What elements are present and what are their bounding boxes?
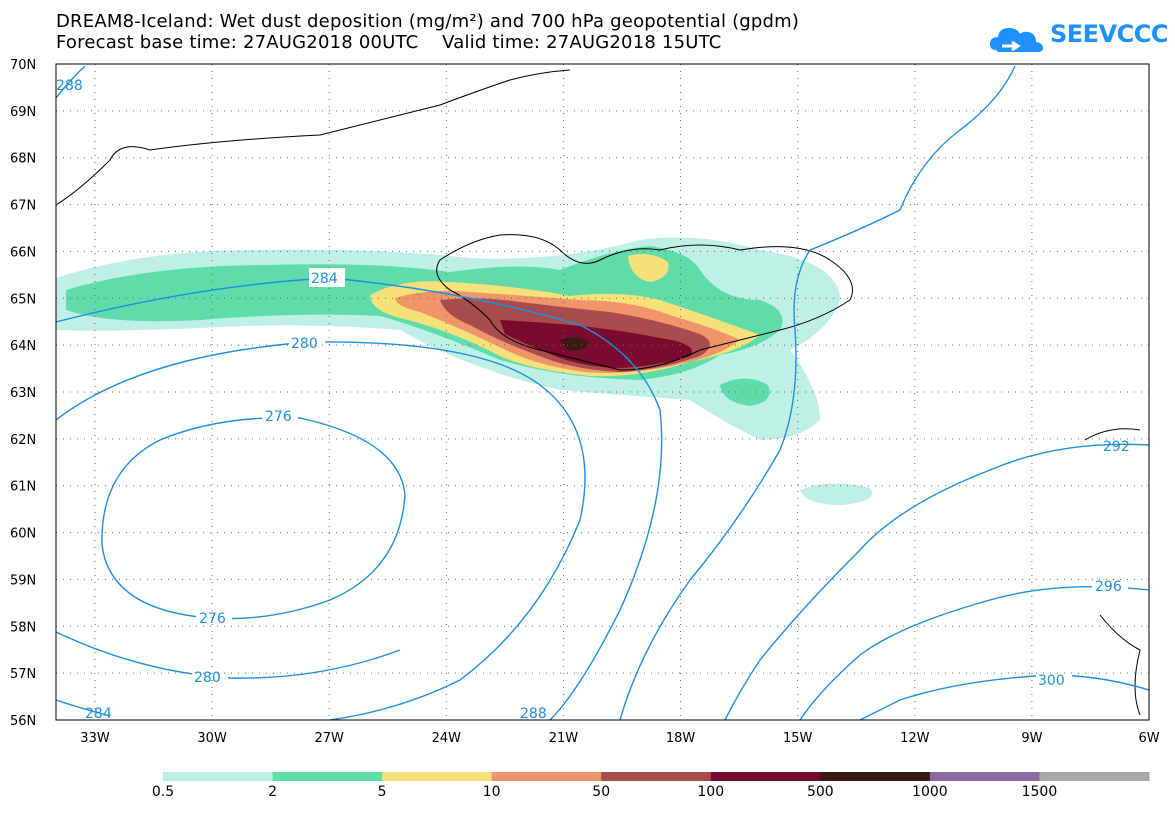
lat-label: 69N	[10, 105, 36, 120]
latitude-labels: 70N 69N 68N 67N 66N 65N 64N 63N 62N 61N 60N 59N 58N 5…	[10, 58, 36, 729]
contour-label: 300	[1038, 673, 1065, 689]
contour-label: 288	[56, 78, 83, 94]
contour-label: 280	[291, 336, 318, 352]
lon-label: 24W	[432, 731, 462, 746]
contour-284-bottom	[56, 699, 111, 717]
lat-label: 66N	[10, 245, 36, 260]
lon-label: 27W	[315, 731, 345, 746]
contour-276	[101, 416, 406, 620]
lon-label: 21W	[549, 731, 579, 746]
contour-label: 288	[520, 706, 547, 722]
contour-300	[859, 674, 1149, 720]
colorbar-swatch	[1039, 772, 1150, 781]
lat-label: 58N	[10, 620, 36, 635]
colorbar-label: 10	[482, 784, 501, 800]
dust-level-5-b	[628, 254, 669, 282]
colorbar-label: 0.5	[151, 784, 175, 800]
lat-label: 62N	[10, 433, 36, 448]
colorbar-label: 5	[377, 784, 387, 800]
coastlines	[56, 69, 1141, 716]
contour-label: 284	[311, 271, 338, 287]
logo-text: SEEVCCC	[1050, 20, 1169, 48]
dust-level-100	[500, 320, 692, 368]
contour-288-top	[56, 65, 86, 99]
contour-label: 276	[199, 611, 226, 627]
map-frame	[55, 63, 1150, 721]
lon-label: 6W	[1138, 731, 1159, 746]
contour-label: 292	[1103, 439, 1130, 455]
lat-label: 70N	[10, 58, 36, 73]
colorbar-swatch	[491, 772, 602, 781]
lon-label: 9W	[1021, 731, 1042, 746]
lat-label: 56N	[10, 714, 36, 729]
lon-label: 12W	[900, 731, 930, 746]
contour-label: 280	[194, 670, 221, 686]
gridlines	[56, 64, 1149, 720]
contour-292	[724, 443, 1149, 720]
dust-field	[56, 237, 872, 505]
contour-284	[56, 277, 663, 720]
colorbar-label: 500	[806, 784, 834, 800]
lat-label: 60N	[10, 527, 36, 542]
lat-label: 59N	[10, 573, 36, 588]
chart-title: DREAM8-Iceland: Wet dust deposition (mg/…	[56, 11, 800, 32]
contour-296	[799, 585, 1149, 720]
contour-label: 296	[1095, 579, 1122, 595]
longitude-labels: 33W 30W 27W 24W 21W 18W 15W 12W 9W 6W	[80, 731, 1159, 746]
dust-level-2-b	[720, 378, 770, 406]
colorbar-label: 50	[592, 784, 611, 800]
lon-label: 33W	[80, 731, 110, 746]
lon-label: 18W	[666, 731, 696, 746]
lat-label: 61N	[10, 480, 36, 495]
contour-label: 284	[85, 706, 112, 722]
geopotential-contours	[56, 65, 1149, 720]
lat-label: 67N	[10, 199, 36, 214]
colorbar-label: 1000	[912, 784, 948, 800]
lon-label: 30W	[197, 731, 227, 746]
colorbar-swatch	[382, 772, 493, 781]
colorbar-label: 1500	[1021, 784, 1058, 800]
chart-subtitle: Forecast base time: 27AUG2018 00UTC Vali…	[56, 32, 722, 53]
colorbar-swatch	[820, 772, 931, 781]
colorbar-swatch	[163, 772, 274, 781]
colorbar	[163, 772, 1150, 781]
lat-label: 57N	[10, 667, 36, 682]
lat-label: 68N	[10, 152, 36, 167]
colorbar-swatch	[601, 772, 712, 781]
colorbar-label: 2	[268, 784, 278, 800]
colorbar-label: 100	[697, 784, 725, 800]
lat-label: 64N	[10, 339, 36, 354]
lon-label: 15W	[783, 731, 813, 746]
lat-label: 65N	[10, 292, 36, 307]
contour-label: 276	[265, 409, 292, 425]
colorbar-swatch	[272, 772, 383, 781]
dust-level-500	[560, 337, 590, 351]
contour-labels: 284 280 276 276 280 288 284 288 292 296 …	[56, 78, 1130, 722]
dust-level-0.5-b	[800, 483, 872, 505]
colorbar-swatch	[929, 772, 1040, 781]
colorbar-swatch	[710, 772, 821, 781]
cloud-icon	[990, 28, 1043, 52]
contour-280	[56, 341, 586, 720]
lat-label: 63N	[10, 386, 36, 401]
contour-288	[619, 65, 1016, 720]
